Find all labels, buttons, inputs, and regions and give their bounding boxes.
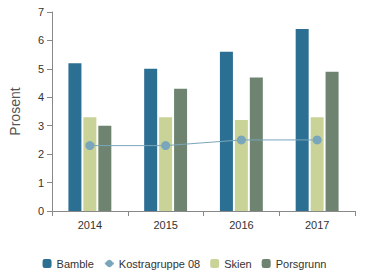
- svg-text:1: 1: [38, 177, 44, 189]
- svg-text:Prosent: Prosent: [7, 87, 23, 135]
- svg-text:3: 3: [38, 120, 44, 132]
- svg-text:2017: 2017: [305, 219, 329, 231]
- svg-text:Skien: Skien: [224, 258, 252, 270]
- svg-text:Bamble: Bamble: [57, 258, 94, 270]
- svg-text:0: 0: [38, 205, 44, 217]
- svg-text:2016: 2016: [229, 219, 253, 231]
- svg-text:4: 4: [38, 91, 44, 103]
- svg-text:2015: 2015: [153, 219, 177, 231]
- svg-text:5: 5: [38, 63, 44, 75]
- svg-text:2: 2: [38, 148, 44, 160]
- svg-text:7: 7: [38, 6, 44, 18]
- svg-text:2014: 2014: [78, 219, 102, 231]
- svg-text:Porsgrunn: Porsgrunn: [276, 258, 327, 270]
- svg-text:Kostragruppe 08: Kostragruppe 08: [119, 258, 200, 270]
- svg-text:6: 6: [38, 34, 44, 46]
